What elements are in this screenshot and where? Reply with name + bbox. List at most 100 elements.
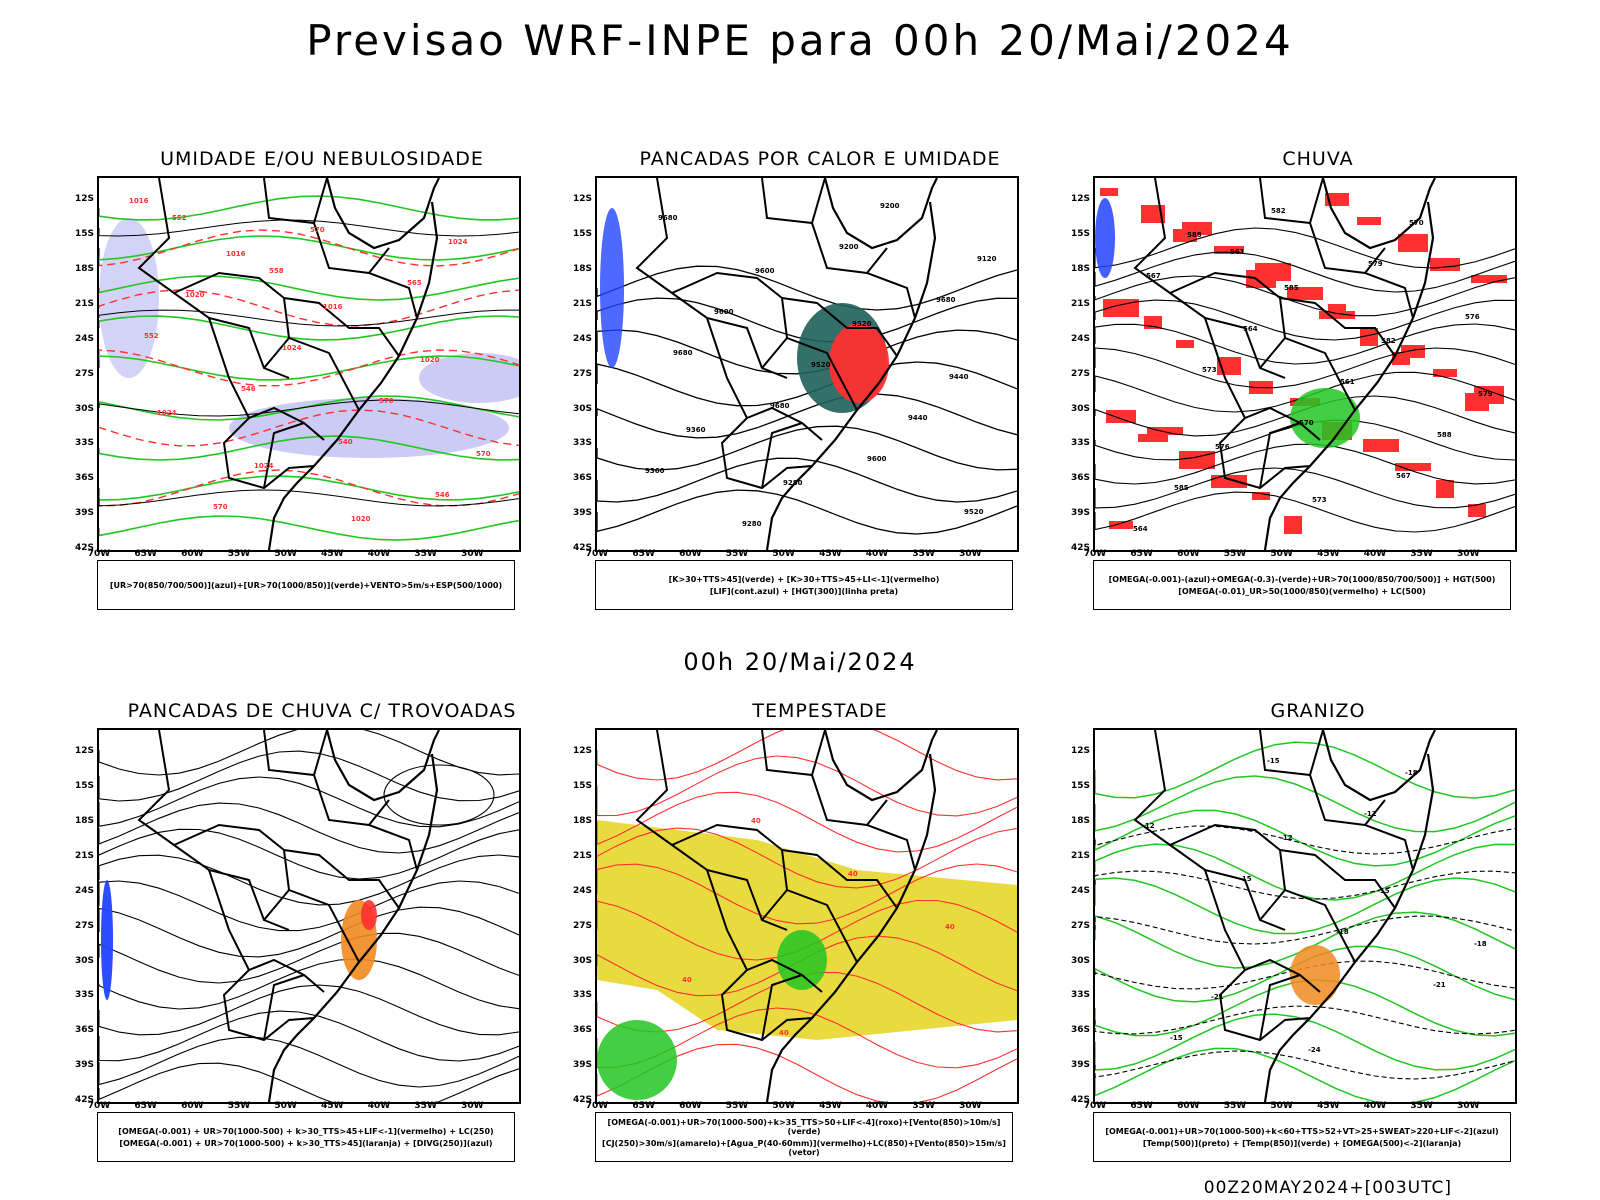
omega-500-area (1290, 945, 1340, 1005)
panel-5: TEMPESTADE 40 40 40 40 40 12S 15S 18S 21S 24S 27S 30… (570, 700, 1070, 1180)
lat-tick-label: 12S (572, 746, 592, 757)
state-border (1364, 247, 1386, 274)
state-border (208, 869, 315, 1042)
state-border (746, 958, 823, 993)
lon-tick-label: 65W (1130, 1101, 1153, 1111)
humidity-contour (99, 235, 519, 261)
state-border (208, 317, 315, 490)
lon-tick-label: 55W (725, 549, 749, 559)
humidity-area (419, 353, 519, 403)
rain-area (1325, 193, 1349, 206)
lon-tick-label: 40W (865, 1101, 889, 1111)
lat-tick-label: 42S (572, 1095, 592, 1105)
rain-area (1468, 504, 1486, 517)
forecast-map: 9680 9600 9520 9440 9360 9280 9200 9120 9600 9520… (595, 176, 1019, 552)
panel-2: PANCADAS POR CALOR E UMIDADE 9680 9600 9520… (570, 148, 1070, 628)
storm-area (361, 900, 377, 930)
lat-tick-label: 39S (74, 1060, 94, 1071)
lat-tick-label: 30S (572, 955, 592, 966)
forecast-map: 40 40 40 40 40 (595, 728, 1019, 1104)
lat-tick-label: 33S (74, 438, 94, 449)
divergence-area (101, 880, 113, 1000)
lat-tick-label: 18S (74, 816, 94, 826)
lat-tick-label: 39S (572, 1060, 592, 1071)
streamline (99, 802, 519, 854)
run-timestamp: 00Z20MAY2024+[003UTC] (1203, 1178, 1452, 1198)
lat-tick-label: 33S (572, 990, 592, 1001)
lat-tick-label: 21S (74, 298, 94, 309)
lon-tick-label: 50W (1270, 549, 1293, 559)
state-border (786, 889, 858, 963)
streamline (99, 1062, 519, 1102)
state-border (137, 730, 290, 931)
state-border (635, 178, 788, 379)
streamline-850 (597, 730, 1017, 781)
temp-850-contour (1095, 809, 1515, 867)
lon-tick-label: 60W (181, 549, 204, 559)
contour-label: 40 (682, 976, 692, 984)
contour-label: 1020 (185, 291, 205, 299)
contour-label: -18 (1336, 928, 1349, 936)
lat-tick-label: 21S (572, 850, 592, 861)
streamline (99, 828, 519, 880)
state-border (263, 178, 328, 225)
lon-tick-label: 35W (1410, 1101, 1433, 1111)
state-border (761, 730, 826, 777)
height-contour (1095, 251, 1515, 293)
lat-tick-label: 36S (74, 1025, 94, 1036)
contour-label: 9440 (908, 414, 928, 422)
temp-500-contour (1095, 1050, 1515, 1080)
rain-area (1141, 205, 1165, 223)
lat-tick-label: 33S (572, 438, 592, 449)
thickness-contour (99, 409, 519, 447)
state-border (1279, 297, 1396, 357)
lon-tick-label: 65W (632, 549, 655, 559)
lat-tick-label: 18S (74, 264, 94, 274)
temp-850-contour (1095, 1047, 1515, 1102)
lat-tick-label: 39S (572, 508, 592, 519)
state-border (1364, 799, 1386, 826)
streamline (99, 1010, 519, 1062)
lon-tick-label: 40W (1363, 549, 1387, 559)
lat-tick-label: 30S (1070, 403, 1090, 414)
panel-4: PANCADAS DE CHUVA C/ TROVOADAS 12S 15S 18S 2… (72, 700, 572, 1180)
contour-label: -12 (1364, 810, 1377, 818)
streamline (383, 764, 495, 826)
contour-label: 9600 (755, 267, 775, 275)
state-border (263, 422, 305, 489)
lat-tick-label: 33S (74, 990, 94, 1001)
height-contour (597, 265, 1017, 311)
lon-tick-label: 50W (274, 1101, 297, 1111)
lon-tick-label: 40W (367, 1101, 391, 1111)
lat-tick-label: 27S (1070, 368, 1090, 379)
rain-area (1398, 234, 1428, 252)
lat-tick-label: 15S (572, 781, 592, 792)
contour-label: 9280 (783, 479, 803, 487)
state-border (1259, 730, 1324, 777)
state-border (1259, 422, 1301, 489)
rain-area (1319, 311, 1355, 319)
contour-label: 561 (1340, 378, 1355, 386)
contour-label: 564 (1133, 525, 1148, 533)
contour-label: 9280 (742, 520, 762, 528)
contour-label: 9520 (811, 361, 831, 369)
streamline (99, 984, 519, 1036)
legend-line: [OMEGA(-0.001)-(azul)+OMEGA(-0.3)-(verde… (1108, 574, 1496, 584)
legend-line: [OMEGA(-0.001)+UR>70(1000-500)+k<60+TTS>… (1105, 1126, 1499, 1136)
height-contour (1095, 371, 1515, 413)
contour-label: 9360 (686, 426, 706, 434)
contour-label: 552 (144, 332, 159, 340)
state-border (866, 247, 888, 274)
lat-tick-label: 36S (572, 473, 592, 484)
lat-tick-label: 27S (572, 920, 592, 931)
streamline (99, 958, 519, 1010)
map-canvas: -12 -15 -18 -21 -24 -18 -12 -15 -18 -21 -15 -15 -12 (1095, 730, 1515, 1102)
lat-tick-label: 12S (572, 194, 592, 205)
contour-label: 1024 (448, 238, 468, 246)
contour-label: -15 (1170, 1034, 1183, 1042)
lat-tick-label: 30S (572, 403, 592, 414)
lon-tick-label: 45W (1317, 1101, 1340, 1111)
rain-area (1147, 427, 1183, 435)
temp-500-contour (1095, 825, 1515, 855)
height-contour (1095, 443, 1515, 485)
